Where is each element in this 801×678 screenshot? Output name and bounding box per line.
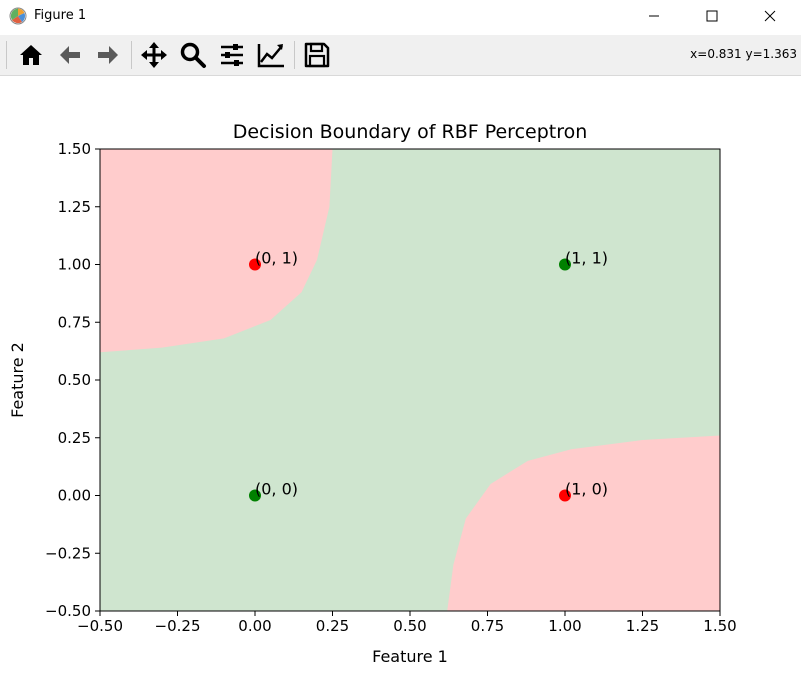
zoom-button[interactable]: [177, 39, 209, 71]
close-icon: [764, 10, 776, 22]
y-tick-label: 1.00: [58, 256, 91, 274]
rbf-decision-boundary-chart: Decision Boundary of RBF Perceptron −0.5…: [8, 121, 737, 666]
pan-button[interactable]: [138, 39, 170, 71]
data-point: [249, 489, 261, 502]
forward-icon: [98, 46, 118, 64]
save-button[interactable]: [301, 39, 333, 71]
y-tick-label: 1.25: [58, 198, 91, 216]
maximize-button[interactable]: [689, 0, 735, 32]
window-titlebar: Figure 1: [0, 0, 801, 32]
data-point-label: (0, 0): [255, 480, 298, 499]
matplotlib-logo-icon: [9, 7, 27, 25]
subplots-icon: [221, 44, 243, 66]
y-axis: −0.50 −0.25 0.00 0.25 0.50 0.75 1.00 1.25 1.50: [45, 140, 100, 620]
navigation-toolbar: x=0.831 y=1.363: [0, 35, 801, 76]
x-axis-label: Feature 1: [372, 647, 448, 666]
x-tick-label: 1.00: [548, 617, 581, 635]
back-icon: [60, 46, 80, 64]
edit-axes-button[interactable]: [255, 39, 287, 71]
x-tick-label: −0.50: [77, 617, 123, 635]
data-point: [559, 258, 571, 271]
home-button[interactable]: [15, 39, 47, 71]
close-button[interactable]: [747, 0, 793, 32]
data-point-label: (1, 0): [565, 480, 608, 499]
figure-canvas[interactable]: Decision Boundary of RBF Perceptron −0.5…: [0, 76, 801, 674]
data-point-label: (1, 1): [565, 249, 608, 268]
pan-icon: [141, 42, 167, 68]
edit-axes-icon: [257, 44, 284, 68]
y-tick-label: 0.50: [58, 371, 91, 389]
maximize-icon: [706, 10, 718, 22]
y-axis-label: Feature 2: [8, 342, 27, 418]
chart-title: Decision Boundary of RBF Perceptron: [233, 121, 588, 143]
x-tick-label: 0.75: [471, 617, 504, 635]
toolbar-separator: [131, 41, 132, 69]
y-tick-label: 0.75: [58, 313, 91, 331]
y-tick-label: 0.25: [58, 429, 91, 447]
x-tick-label: −0.25: [155, 617, 201, 635]
y-tick-label: 1.50: [58, 140, 91, 158]
home-icon: [20, 45, 42, 65]
minimize-icon: [649, 15, 659, 17]
save-icon: [304, 42, 330, 68]
x-tick-label: 0.25: [316, 617, 349, 635]
back-button[interactable]: [54, 39, 86, 71]
window-title: Figure 1: [34, 8, 87, 23]
toolbar-separator: [294, 41, 295, 69]
forward-button[interactable]: [92, 39, 124, 71]
class-region-red-top-left: [100, 149, 333, 353]
x-tick-label: 1.25: [626, 617, 659, 635]
x-tick-label: 0.50: [393, 617, 426, 635]
minimize-button[interactable]: [631, 0, 677, 32]
zoom-icon: [180, 42, 206, 68]
data-point-label: (0, 1): [255, 249, 298, 268]
plot-area: [99, 148, 721, 612]
subplots-button[interactable]: [216, 39, 248, 71]
data-point: [559, 489, 571, 502]
data-points: (0, 0) (0, 1) (1, 0) (1, 1): [249, 249, 608, 502]
y-tick-label: −0.50: [45, 602, 91, 620]
class-region-red-bottom-right: [447, 435, 720, 611]
cursor-coordinates: x=0.831 y=1.363: [690, 47, 797, 61]
x-axis: −0.50 −0.25 0.00 0.25 0.50 0.75 1.00 1.25 1.50: [77, 611, 737, 635]
toolbar-grip: [6, 41, 7, 69]
y-tick-label: 0.00: [58, 487, 91, 505]
y-tick-label: −0.25: [45, 544, 91, 562]
x-tick-label: 0.00: [238, 617, 271, 635]
data-point: [249, 258, 261, 271]
x-tick-label: 1.50: [703, 617, 736, 635]
